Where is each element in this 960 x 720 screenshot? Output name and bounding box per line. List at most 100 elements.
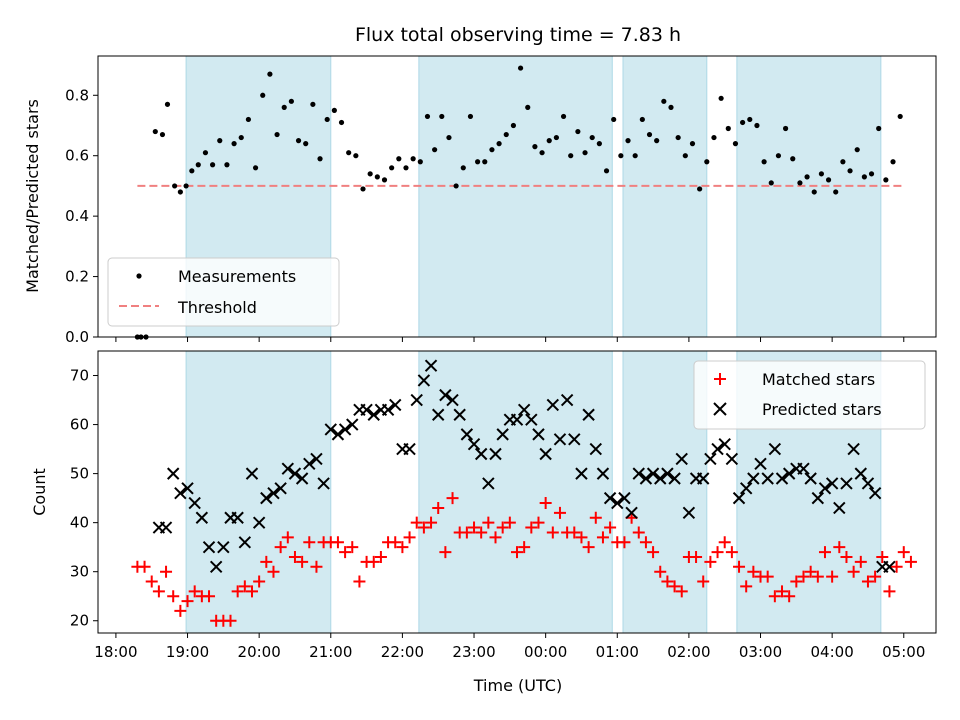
predicted-star-point [496, 428, 509, 441]
matched-star-point [797, 570, 810, 583]
top-y-ticks: 0.0 0.2 0.4 0.6 0.8 [65, 86, 98, 346]
predicted-star-point [668, 472, 681, 485]
x-tick-label: 18:00 [94, 643, 137, 661]
predicted-star-point [661, 467, 674, 480]
shaded-interval-2 [622, 350, 708, 634]
bottom-y-tick-label: 60 [70, 416, 89, 434]
matched-star-point [503, 516, 516, 529]
top-y-tick-label: 0.2 [65, 268, 89, 286]
predicted-star-point [754, 457, 767, 471]
measurement-point [625, 138, 631, 144]
measurement-point [825, 177, 832, 183]
measurement-point [768, 180, 774, 186]
matched-star-point [890, 560, 903, 573]
matched-star-point [733, 560, 746, 573]
predicted-star-point [682, 506, 696, 520]
measurement-point [711, 134, 717, 141]
matched-star-point [704, 555, 717, 568]
matched-star-point [274, 541, 287, 554]
matched-star-point [138, 560, 151, 573]
predicted-star-point [560, 393, 574, 407]
matched-star-point [661, 575, 674, 588]
bottom-panel: 20 30 40 50 60 70 18:00 19:00 20:00 21:00 22:00 23… [30, 350, 937, 695]
measurement-point [374, 174, 380, 180]
matched-star-point [389, 536, 402, 549]
measurement-point [238, 134, 244, 141]
legend-threshold-label: Threshold [177, 298, 257, 317]
matched-star-point [253, 575, 266, 588]
measurement-point [790, 156, 796, 162]
matched-star-point [496, 521, 509, 534]
matched-star-point [475, 526, 488, 539]
matched-star-point [396, 541, 409, 554]
bottom-y-tick-label: 20 [70, 612, 89, 630]
measurement-point [410, 156, 416, 162]
predicted-star-point [582, 408, 595, 421]
measurement-points [134, 65, 903, 340]
predicted-star-point [883, 560, 896, 573]
predicted-star-point [403, 442, 416, 456]
matched-star-point [511, 546, 523, 559]
bottom-y-tick-label: 30 [70, 563, 89, 581]
chart-title: Flux total observing time = 7.83 h [355, 24, 681, 46]
predicted-star-point [432, 408, 445, 421]
measurement-point [224, 162, 230, 168]
matched-star-point [489, 531, 502, 544]
matched-star-point [432, 501, 445, 514]
predicted-star-point [596, 467, 610, 480]
matched-star-point [604, 521, 617, 534]
measurement-point [732, 141, 739, 147]
predicted-star-point [381, 403, 395, 417]
matched-star-point [532, 516, 545, 529]
predicted-star-point [525, 413, 538, 426]
matched-star-point [224, 614, 237, 627]
measurement-point [403, 165, 409, 171]
predicted-star-point [446, 393, 459, 407]
predicted-star-point [675, 452, 688, 466]
predicted-star-point [331, 428, 345, 441]
predicted-star-point [202, 540, 216, 554]
measurement-point [517, 65, 524, 71]
x-tick-label: 04:00 [811, 643, 854, 661]
measurement-point [639, 116, 645, 123]
predicted-star-point [775, 472, 789, 485]
measurement-point [172, 183, 178, 189]
measurement-point [446, 134, 452, 141]
matched-star-point [840, 550, 853, 563]
matched-star-point [353, 575, 366, 588]
matched-star-point [288, 550, 301, 563]
measurement-point [346, 150, 352, 156]
measurement-point [797, 180, 803, 186]
measurement-point [840, 159, 846, 165]
shaded-interval-1 [418, 55, 613, 338]
measurement-point [861, 174, 867, 180]
measurement-point [897, 113, 903, 120]
measurement-point [231, 141, 237, 147]
predicted-star-point [188, 496, 201, 510]
measurement-point [245, 116, 252, 123]
matched-star-point [160, 565, 173, 578]
predicted-star-point [747, 472, 760, 485]
predicted-star-point [489, 447, 502, 461]
predicted-star-point [252, 516, 266, 529]
predicted-star-point [460, 428, 474, 441]
measurement-point [324, 116, 330, 123]
top-legend-box [107, 257, 340, 327]
bottom-x-ticks: 18:00 19:00 20:00 21:00 22:00 23:00 00:00 01:00… [94, 633, 925, 661]
predicted-star-point [539, 447, 552, 461]
matched-star-point [596, 531, 609, 544]
matched-star-point [826, 570, 839, 583]
measurement-point [603, 168, 610, 174]
shaded-interval-3 [736, 55, 882, 338]
measurement-point [761, 159, 767, 165]
measurement-point [868, 171, 875, 177]
predicted-star-point [697, 472, 710, 485]
predicted-star-point [453, 408, 466, 421]
predicted-star-point [195, 511, 209, 524]
predicted-star-point [761, 472, 774, 485]
predicted-star-point [410, 393, 423, 407]
measurement-point [432, 147, 438, 153]
top-y-axis-label: Matched/Predicted stars [23, 99, 42, 293]
measurement-point [252, 165, 259, 171]
bottom-y-tick-label: 50 [70, 465, 89, 483]
